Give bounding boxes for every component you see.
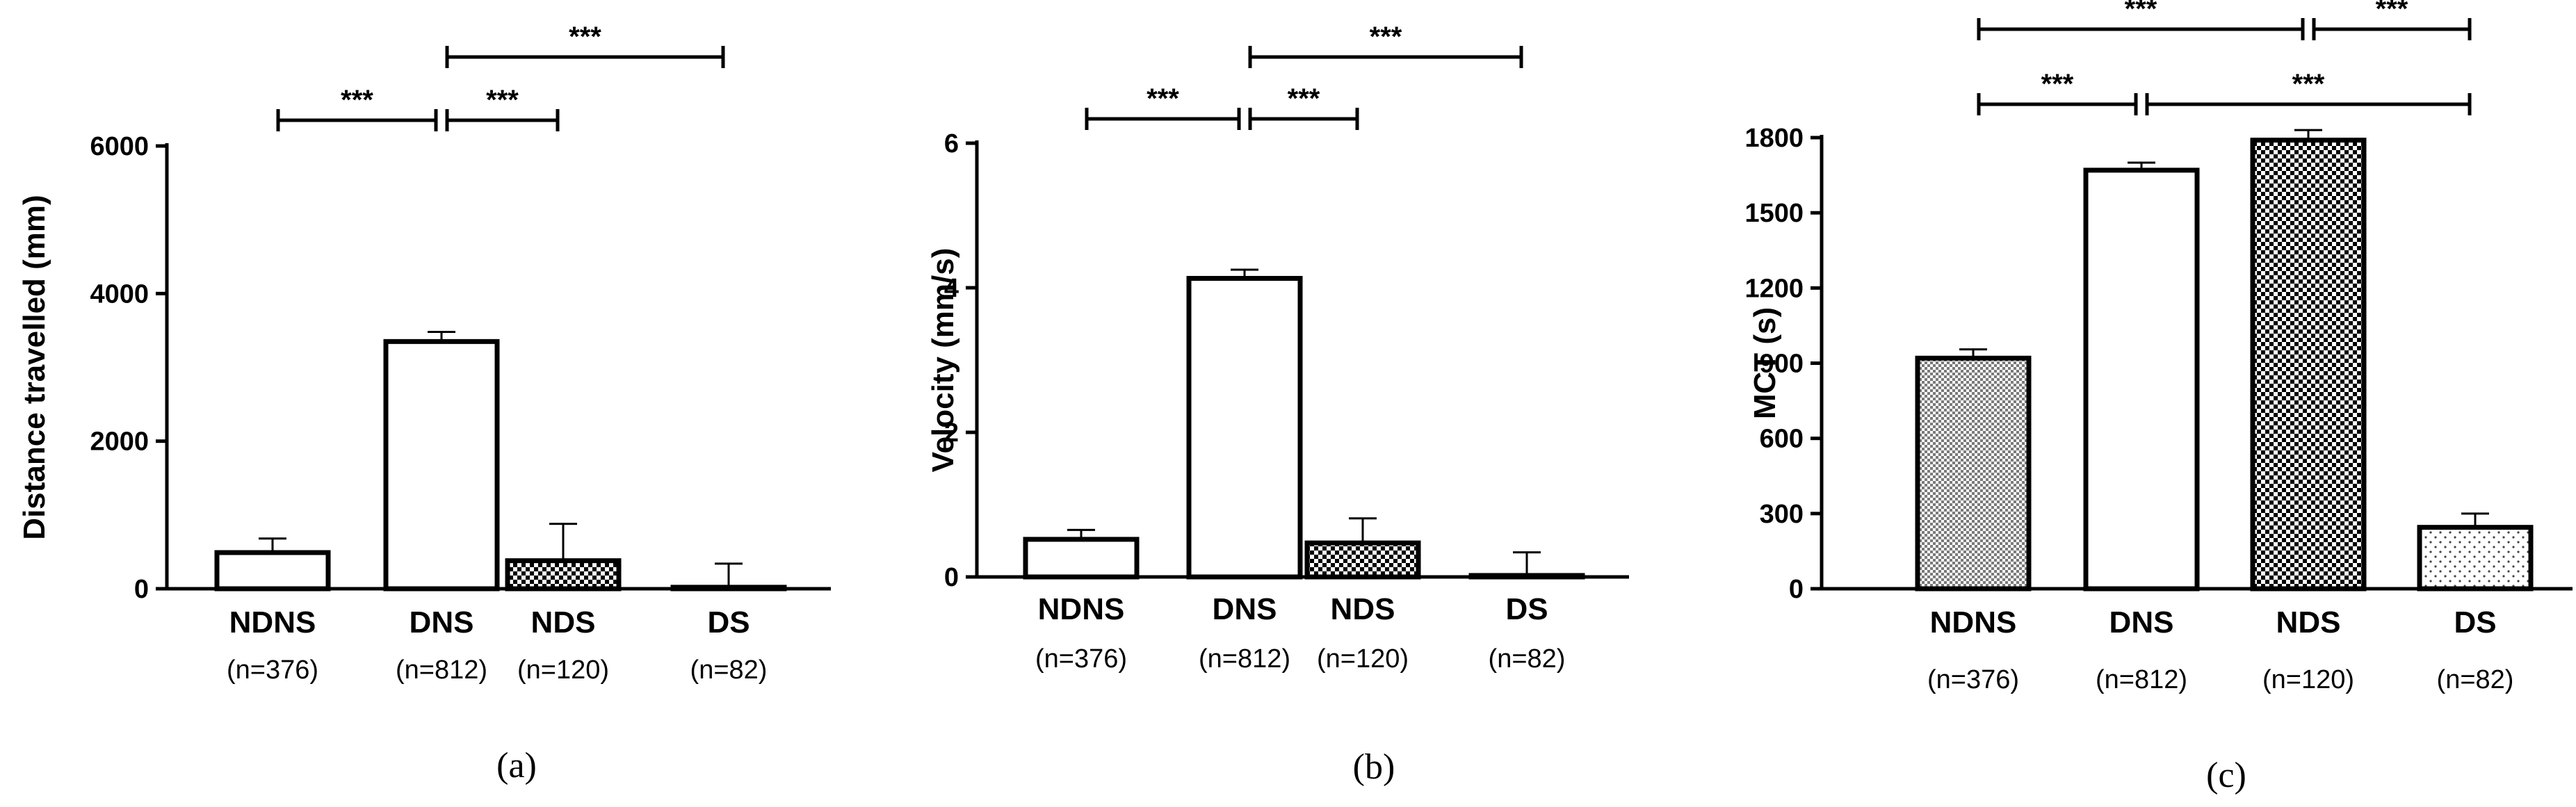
panel-label: (a) bbox=[496, 746, 537, 785]
x-tick-label: NDS bbox=[1331, 592, 1395, 626]
x-tick-label: DNS bbox=[1213, 592, 1277, 626]
y-axis-title: MCT (s) bbox=[1748, 307, 1782, 419]
y-tick-label: 0 bbox=[134, 575, 149, 604]
significance-label: *** bbox=[569, 22, 601, 52]
sample-size-label: (n=812) bbox=[2096, 665, 2187, 694]
x-tick-label: NDS bbox=[2276, 605, 2341, 639]
y-tick-label: 4 bbox=[944, 274, 959, 303]
x-tick-label: NDNS bbox=[1038, 592, 1125, 626]
bar-dns bbox=[2083, 168, 2200, 592]
y-tick-label: 1200 bbox=[1744, 274, 1804, 303]
y-tick-label: 1500 bbox=[1744, 199, 1804, 228]
significance-label: *** bbox=[2292, 69, 2325, 99]
sample-size-label: (n=376) bbox=[227, 655, 318, 685]
significance-label: *** bbox=[1370, 22, 1402, 52]
y-tick-label: 6000 bbox=[90, 132, 149, 161]
x-tick-label: NDNS bbox=[229, 605, 316, 639]
chart-panel-3: 0 300 600 900 1200 1500 1800 MCT (s) NDNS (n=376)… bbox=[1744, 0, 2573, 795]
significance-label: *** bbox=[486, 85, 519, 115]
y-tick-label: 0 bbox=[944, 563, 959, 592]
significance-label: *** bbox=[1288, 83, 1320, 114]
bar-nds bbox=[2250, 138, 2367, 592]
bar-ndns bbox=[1023, 537, 1140, 580]
sample-size-label: (n=120) bbox=[2262, 665, 2354, 694]
y-tick-label: 2000 bbox=[90, 427, 149, 457]
bar-dns bbox=[1186, 275, 1303, 580]
y-axis-title: Velocity (mm/s) bbox=[926, 248, 960, 473]
sample-size-label: (n=812) bbox=[1199, 644, 1290, 674]
bar-ds bbox=[1468, 573, 1585, 580]
sample-size-label: (n=376) bbox=[1927, 665, 2019, 694]
significance-label: *** bbox=[2125, 0, 2157, 24]
x-tick-label: DS bbox=[707, 605, 750, 639]
y-tick-label: 6 bbox=[944, 129, 959, 158]
sample-size-label: (n=120) bbox=[517, 655, 609, 685]
x-tick-label: DS bbox=[1505, 592, 1548, 626]
sample-size-label: (n=376) bbox=[1035, 644, 1127, 674]
y-tick-label: 1800 bbox=[1744, 124, 1804, 153]
bar-ds bbox=[670, 585, 787, 592]
significance-label: *** bbox=[341, 85, 373, 115]
bar-nds bbox=[1304, 540, 1421, 580]
y-tick-label: 2 bbox=[944, 418, 959, 448]
chart-panel-2: 0 2 4 6 Velocity (mm/s) NDNS (n=376) DNS (n=812)… bbox=[926, 22, 1629, 787]
x-tick-label: NDNS bbox=[1930, 605, 2017, 639]
significance-label: *** bbox=[1147, 83, 1179, 114]
bar-dns bbox=[383, 339, 500, 592]
sample-size-label: (n=82) bbox=[1489, 644, 1566, 674]
x-tick-label: DNS bbox=[410, 605, 474, 639]
y-tick-label: 900 bbox=[1760, 350, 1804, 379]
panel-label: (c) bbox=[2206, 756, 2246, 795]
sample-size-label: (n=82) bbox=[2437, 665, 2514, 694]
y-tick-label: 300 bbox=[1760, 500, 1804, 529]
significance-label: *** bbox=[2376, 0, 2408, 24]
bar-ndns bbox=[1915, 355, 2032, 592]
bar-ndns bbox=[214, 550, 331, 592]
y-tick-label: 0 bbox=[1789, 575, 1804, 604]
panel-label: (b) bbox=[1353, 747, 1395, 787]
bar-nds bbox=[505, 558, 622, 592]
sample-size-label: (n=812) bbox=[396, 655, 487, 685]
y-tick-label: 600 bbox=[1760, 425, 1804, 454]
x-tick-label: DNS bbox=[2109, 605, 2174, 639]
x-tick-label: NDS bbox=[531, 605, 596, 639]
chart-panel-1: 0 2000 4000 6000 Distance travelled (mm) NDNS… bbox=[17, 22, 831, 785]
y-tick-label: 4000 bbox=[90, 279, 149, 309]
y-axis-title: Distance travelled (mm) bbox=[17, 195, 51, 539]
sample-size-label: (n=82) bbox=[690, 655, 768, 685]
bar-ds bbox=[2417, 525, 2534, 592]
significance-label: *** bbox=[2041, 69, 2074, 99]
x-tick-label: DS bbox=[2454, 605, 2496, 639]
sample-size-label: (n=120) bbox=[1317, 644, 1409, 674]
